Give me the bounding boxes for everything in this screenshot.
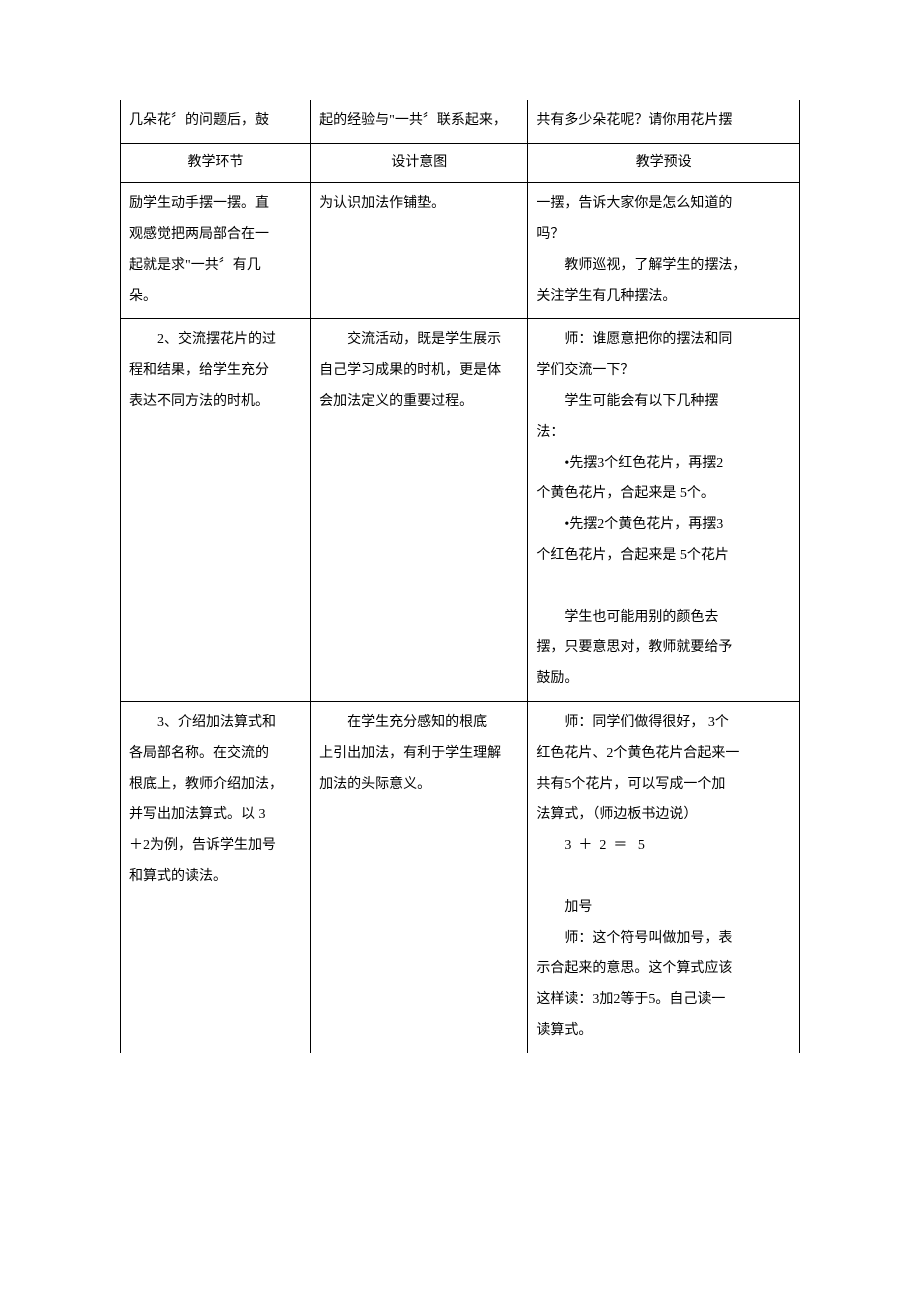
header-cell: 教学预设	[528, 143, 800, 182]
text: 吗？	[536, 227, 564, 242]
text: 并写出加法算式。以 3	[129, 807, 266, 822]
text: ＋2为例，告诉学生加号	[129, 838, 276, 853]
text: 师：谁愿意把你的摆法和同	[536, 325, 791, 356]
text: 交流活动，既是学生展示	[319, 325, 519, 356]
text: 法：	[536, 425, 564, 440]
text: 示合起来的意思。这个算式应该	[536, 961, 732, 976]
text: 程和结果，给学生充分	[129, 363, 269, 378]
text: 读算式。	[536, 1023, 592, 1038]
text: 一摆，告诉大家你是怎么知道的	[536, 196, 732, 211]
text: 自己学习成果的时机，更是体	[319, 363, 501, 378]
text: 共有5个花片，可以写成一个加	[536, 777, 725, 792]
cell: 几朵花〞的问题后，鼓	[121, 100, 311, 143]
text: 各局部名称。在交流的	[129, 746, 269, 761]
text: 教师巡视，了解学生的摆法，	[536, 251, 791, 282]
text: 起就是求"一共〞有几	[129, 258, 261, 273]
text: 上引出加法，有利于学生理解	[319, 746, 501, 761]
text: •先摆3个红色花片，再摆2	[536, 449, 791, 480]
text: 根底上，教师介绍加法，	[129, 777, 283, 792]
text: 起的经验与"一共〞联系起来，	[319, 113, 507, 128]
text: 教学环节	[188, 155, 244, 170]
text: 3、介绍加法算式和	[129, 708, 302, 739]
text: 鼓励。	[536, 671, 578, 686]
cell: 师：同学们做得很好， 3个 红色花片、2个黄色花片合起来一 共有5个花片，可以写…	[528, 701, 800, 1052]
table-row: 2、交流摆花片的过 程和结果，给学生充分 表达不同方法的时机。 交流活动，既是学…	[121, 319, 800, 702]
text: 这样读：3加2等于5。自己读一	[536, 992, 725, 1007]
text: 几朵花〞的问题后，鼓	[129, 113, 269, 128]
text: 2、交流摆花片的过	[129, 325, 302, 356]
text: 师：这个符号叫做加号，表	[536, 924, 791, 955]
table-row: 励学生动手摆一摆。直 观感觉把两局部合在一 起就是求"一共〞有几 朵。 为认识加…	[121, 183, 800, 319]
cell: 2、交流摆花片的过 程和结果，给学生充分 表达不同方法的时机。	[121, 319, 311, 702]
text: 共有多少朵花呢？请你用花片摆	[536, 113, 732, 128]
text: 教学预设	[636, 155, 692, 170]
text: 个黄色花片，合起来是 5个。	[536, 486, 715, 501]
text: •先摆2个黄色花片，再摆3	[536, 510, 791, 541]
text: 关注学生有几种摆法。	[536, 289, 676, 304]
header-cell: 设计意图	[311, 143, 528, 182]
cell: 励学生动手摆一摆。直 观感觉把两局部合在一 起就是求"一共〞有几 朵。	[121, 183, 311, 319]
cell: 共有多少朵花呢？请你用花片摆	[528, 100, 800, 143]
text: 朵。	[129, 289, 157, 304]
text: 表达不同方法的时机。	[129, 394, 269, 409]
text: 和算式的读法。	[129, 869, 227, 884]
header-cell: 教学环节	[121, 143, 311, 182]
text: 设计意图	[391, 155, 447, 170]
cell: 师：谁愿意把你的摆法和同 学们交流一下？ 学生可能会有以下几种摆 法： •先摆3…	[528, 319, 800, 702]
table-header-row: 教学环节 设计意图 教学预设	[121, 143, 800, 182]
text: 在学生充分感知的根底	[319, 708, 519, 739]
table-row: 几朵花〞的问题后，鼓 起的经验与"一共〞联系起来， 共有多少朵花呢？请你用花片摆	[121, 100, 800, 143]
text: 个红色花片，合起来是 5个花片	[536, 548, 729, 563]
text: 加号	[536, 893, 791, 924]
cell: 在学生充分感知的根底 上引出加法，有利于学生理解 加法的头际意义。	[311, 701, 528, 1052]
text: 学生也可能用别的颜色去	[536, 603, 791, 634]
text: 励学生动手摆一摆。直	[129, 196, 269, 211]
text: 学生可能会有以下几种摆	[536, 387, 791, 418]
cell: 一摆，告诉大家你是怎么知道的 吗？ 教师巡视，了解学生的摆法， 关注学生有几种摆…	[528, 183, 800, 319]
text: 观感觉把两局部合在一	[129, 227, 269, 242]
text: 摆，只要意思对，教师就要给予	[536, 640, 732, 655]
document-page: 几朵花〞的问题后，鼓 起的经验与"一共〞联系起来， 共有多少朵花呢？请你用花片摆…	[0, 0, 920, 1093]
cell: 为认识加法作铺垫。	[311, 183, 528, 319]
text: 学们交流一下？	[536, 363, 634, 378]
text: 会加法定义的重要过程。	[319, 394, 473, 409]
lesson-table: 几朵花〞的问题后，鼓 起的经验与"一共〞联系起来， 共有多少朵花呢？请你用花片摆…	[120, 100, 800, 1053]
cell: 3、介绍加法算式和 各局部名称。在交流的 根底上，教师介绍加法， 并写出加法算式…	[121, 701, 311, 1052]
cell: 起的经验与"一共〞联系起来，	[311, 100, 528, 143]
cell: 交流活动，既是学生展示 自己学习成果的时机，更是体 会加法定义的重要过程。	[311, 319, 528, 702]
text: 师：同学们做得很好， 3个	[536, 708, 791, 739]
text: 红色花片、2个黄色花片合起来一	[536, 746, 739, 761]
table-row: 3、介绍加法算式和 各局部名称。在交流的 根底上，教师介绍加法， 并写出加法算式…	[121, 701, 800, 1052]
text: 法算式，（师边板书边说）	[536, 807, 697, 822]
text: 加法的头际意义。	[319, 777, 431, 792]
equation: 3 ＋ 2 ＝ 5	[536, 831, 791, 862]
text: 为认识加法作铺垫。	[319, 196, 445, 211]
